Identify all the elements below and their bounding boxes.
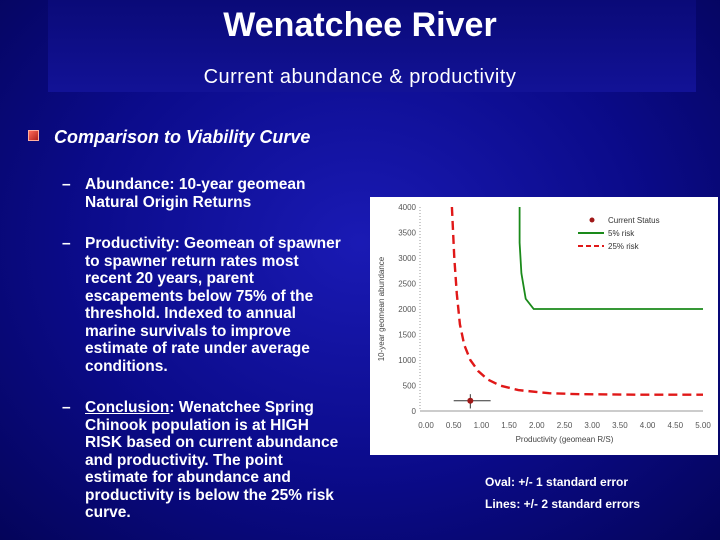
section-heading: Comparison to Viability Curve [54,127,311,147]
legend-label: 25% risk [608,242,640,251]
y-tick-label: 0 [412,407,417,416]
y-tick-label: 4000 [398,203,416,212]
x-tick-label: 5.00 [695,421,711,430]
x-axis-label: Productivity (geomean R/S) [516,435,614,444]
dash-marker: – [62,235,71,252]
y-tick-label: 3500 [398,229,416,238]
slide-subtitle: Current abundance & productivity [203,66,517,88]
x-tick-label: 0.50 [446,421,462,430]
conclusion-label: Conclusion [85,399,170,416]
y-tick-label: 2000 [398,305,416,314]
y-tick-label: 2500 [398,280,416,289]
legend-label: Current Status [608,216,660,225]
bullet-square-icon [28,130,39,141]
bullet-productivity: – Productivity: Geomean of spawner to sp… [62,235,347,375]
dash-marker: – [62,176,71,193]
current-status-point [467,397,474,404]
conclusion-post: based on current abundance and productiv… [85,434,339,521]
conclusion-highlight: HIGH RISK [85,416,309,452]
conclusion-pre: : Wenatchee Spring Chinook population is… [85,399,314,434]
y-axis-label: 10-year geomean abundance [377,256,386,361]
x-tick-label: 2.50 [557,421,573,430]
y-tick-label: 1000 [398,356,416,365]
slide-title: Wenatchee River [223,6,497,44]
oval-note: Oval: +/- 1 standard error [485,475,629,489]
series-line-25pct-risk [450,206,703,396]
dash-marker: – [62,399,71,416]
x-tick-label: 1.50 [501,421,517,430]
x-tick-label: 3.50 [612,421,628,430]
bullet-abundance: – Abundance: 10-year geomean Natural Ori… [62,176,347,211]
y-tick-label: 3000 [398,254,416,263]
x-tick-label: 0.00 [418,421,434,430]
x-tick-label: 4.50 [668,421,684,430]
viability-chart-svg: 0 500 1000 1500 2000 2500 3000 3500 4000 0.00 0.50… [377,203,711,444]
title-band [48,0,696,92]
legend-marker [589,217,595,223]
bullet-conclusion: – Conclusion: Wenatchee Spring Chinook p… [62,399,347,522]
y-tick-label: 500 [403,382,417,391]
lines-note: Lines: +/- 2 standard errors [485,497,641,511]
series-line-5pct-risk [518,207,703,310]
x-tick-label: 3.00 [584,421,600,430]
conclusion-text: Conclusion: Wenatchee Spring Chinook pop… [62,399,347,522]
bullet-text: Productivity: Geomean of spawner to spaw… [85,235,341,375]
viability-chart: 0 500 1000 1500 2000 2500 3000 3500 4000 0.00 0.50… [370,197,718,455]
legend-label: 5% risk [608,229,635,238]
y-tick-label: 1500 [398,331,416,340]
x-tick-label: 2.00 [529,421,545,430]
x-tick-label: 4.00 [640,421,656,430]
x-tick-label: 1.00 [474,421,490,430]
bullet-text: Abundance: 10-year geomean Natural Origi… [85,176,306,211]
